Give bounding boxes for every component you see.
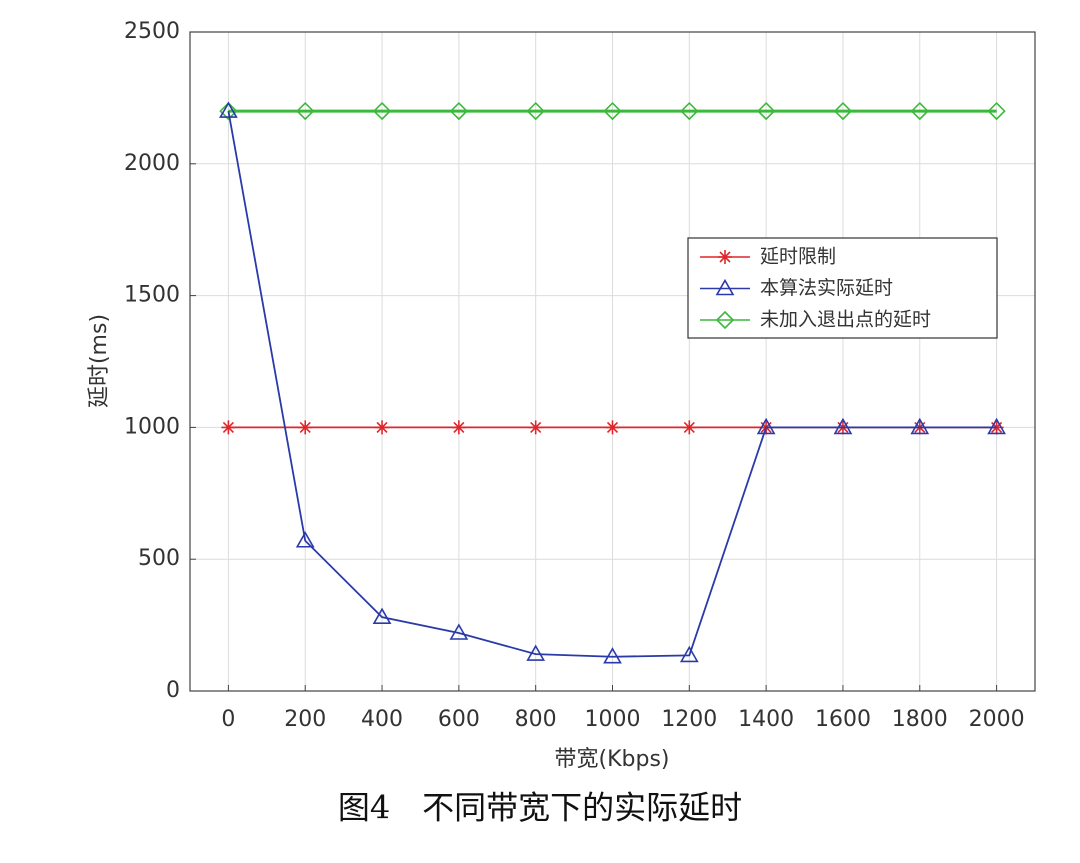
x-tick-label: 200 — [284, 707, 326, 732]
marker — [715, 310, 735, 330]
marker — [605, 420, 620, 435]
marker — [833, 101, 853, 121]
x-tick-label: 400 — [361, 707, 403, 732]
marker — [910, 417, 930, 435]
x-tick-label: 1800 — [892, 707, 948, 732]
marker — [679, 645, 699, 663]
marker — [718, 250, 732, 264]
x-tick-label: 800 — [515, 707, 557, 732]
x-axis-label: 带宽(Kbps) — [555, 747, 670, 772]
marker — [372, 607, 392, 624]
x-tick-label: 600 — [438, 707, 480, 732]
marker — [526, 101, 545, 121]
marker — [833, 417, 853, 435]
marker — [451, 420, 466, 435]
marker — [221, 420, 236, 435]
marker — [987, 101, 1006, 121]
legend-label: 延时限制 — [760, 246, 836, 268]
marker — [296, 101, 315, 121]
marker — [219, 101, 238, 121]
y-tick-label: 0 — [166, 678, 180, 703]
marker — [682, 420, 697, 435]
marker — [295, 531, 315, 548]
legend-label: 未加入退出点的延时 — [760, 309, 931, 331]
marker — [219, 101, 238, 118]
marker — [680, 101, 699, 121]
marker — [910, 101, 929, 121]
y-tick-label: 2000 — [124, 151, 180, 176]
x-tick-label: 1200 — [661, 707, 717, 732]
y-tick-label: 1000 — [124, 414, 180, 439]
y-tick-label: 1500 — [124, 283, 180, 308]
y-tick-label: 500 — [138, 546, 180, 571]
marker — [603, 647, 622, 664]
x-tick-label: 1400 — [738, 707, 794, 732]
marker — [449, 623, 469, 640]
marker — [526, 644, 546, 661]
x-tick-label: 2000 — [969, 707, 1025, 732]
series-line — [227, 110, 997, 658]
x-tick-label: 0 — [221, 707, 235, 732]
marker — [603, 101, 622, 121]
caption: 图4 不同带宽下的实际延时 — [338, 789, 742, 827]
marker — [715, 278, 735, 296]
marker — [375, 420, 390, 435]
y-axis-label: 延时(ms) — [87, 314, 112, 408]
legend-label: 本算法实际延时 — [760, 277, 893, 299]
marker — [298, 420, 313, 435]
marker — [528, 420, 543, 435]
marker — [756, 417, 776, 435]
marker — [757, 101, 776, 121]
y-tick-label: 2500 — [124, 19, 180, 44]
x-tick-label: 1000 — [585, 707, 641, 732]
marker — [372, 101, 392, 121]
marker — [449, 101, 468, 121]
x-tick-label: 1600 — [815, 707, 871, 732]
marker — [987, 417, 1006, 435]
